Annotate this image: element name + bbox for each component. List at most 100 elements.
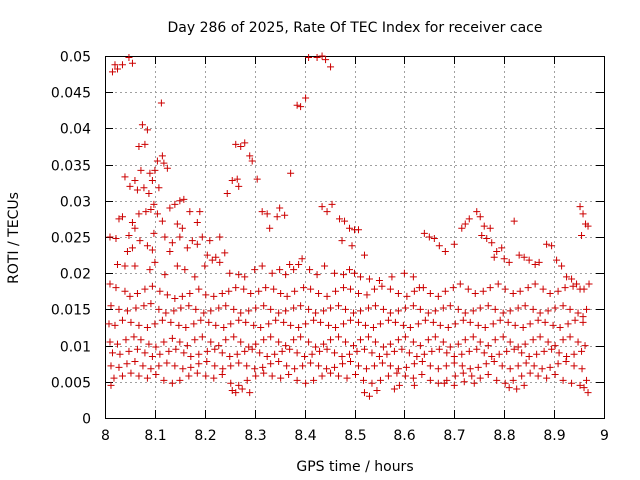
y-axis-label: ROTI / TECUs	[6, 192, 22, 284]
data-point	[506, 307, 514, 315]
data-point	[414, 320, 422, 328]
data-point	[510, 345, 518, 353]
data-point	[471, 289, 479, 297]
data-point	[168, 334, 176, 342]
data-point	[278, 347, 286, 355]
data-point	[323, 365, 331, 373]
data-point	[308, 350, 316, 358]
data-point	[135, 372, 143, 380]
data-point	[200, 309, 208, 317]
data-point	[140, 302, 148, 310]
data-point	[559, 376, 567, 384]
data-point	[576, 203, 584, 211]
data-point	[356, 336, 364, 344]
data-point	[536, 309, 544, 317]
data-point	[276, 266, 284, 274]
data-point	[501, 379, 509, 387]
data-point	[235, 381, 243, 389]
data-point	[221, 249, 229, 257]
data-point	[110, 374, 118, 382]
data-point	[298, 255, 306, 263]
data-point	[459, 316, 467, 324]
data-point	[202, 291, 210, 299]
data-point	[498, 362, 506, 370]
data-point	[293, 376, 301, 384]
data-point	[476, 374, 484, 382]
data-point	[490, 253, 498, 261]
data-point	[241, 273, 249, 281]
data-point	[529, 305, 537, 313]
data-point	[574, 309, 582, 317]
data-point	[535, 258, 543, 266]
data-point	[514, 304, 522, 312]
data-point	[491, 336, 499, 344]
data-point	[513, 385, 521, 393]
data-point	[171, 295, 179, 303]
data-point	[139, 362, 147, 370]
data-point	[534, 316, 542, 324]
data-point	[341, 217, 349, 225]
data-point	[307, 285, 315, 293]
data-point	[578, 347, 586, 355]
data-point	[354, 318, 362, 326]
data-point	[133, 186, 141, 194]
data-point	[354, 362, 362, 370]
data-point	[118, 372, 126, 380]
data-point	[410, 381, 418, 389]
data-point	[410, 287, 418, 295]
data-point	[359, 376, 367, 384]
data-point	[277, 374, 285, 382]
data-point	[461, 336, 469, 344]
data-point	[178, 224, 186, 232]
x-tick-label: 8	[101, 428, 110, 444]
data-point	[131, 177, 139, 185]
data-point	[510, 217, 518, 225]
data-point	[418, 371, 426, 379]
data-point	[168, 239, 176, 247]
data-point	[450, 359, 458, 367]
data-point	[142, 208, 150, 216]
data-point	[458, 362, 466, 370]
data-point	[579, 318, 587, 326]
data-point	[223, 190, 231, 198]
data-point	[176, 197, 184, 205]
data-point	[222, 302, 230, 310]
data-point	[400, 269, 408, 277]
data-point	[118, 316, 126, 324]
data-point	[282, 342, 290, 350]
data-point	[440, 379, 448, 387]
data-point	[483, 234, 491, 242]
data-point	[115, 363, 123, 371]
data-point	[520, 381, 528, 389]
data-point	[216, 258, 224, 266]
data-point	[386, 285, 394, 293]
data-point	[250, 321, 258, 329]
data-point	[409, 374, 417, 382]
data-point	[203, 251, 211, 259]
data-point	[346, 350, 354, 358]
data-point	[376, 320, 384, 328]
data-point	[188, 237, 196, 245]
data-point	[384, 316, 392, 324]
data-point	[365, 275, 373, 283]
data-point	[166, 204, 174, 212]
data-point	[272, 316, 280, 324]
data-point	[348, 242, 356, 250]
data-point	[576, 381, 584, 389]
data-point	[378, 359, 386, 367]
data-point	[151, 320, 159, 328]
data-point	[436, 321, 444, 329]
data-point	[148, 177, 156, 185]
data-point	[293, 101, 301, 109]
data-point	[193, 369, 201, 377]
data-point	[286, 261, 294, 269]
data-point	[456, 280, 464, 288]
data-point	[431, 307, 439, 315]
data-point	[106, 338, 114, 346]
data-point	[155, 305, 163, 313]
data-point	[220, 324, 228, 331]
data-point	[484, 302, 492, 310]
data-point	[409, 338, 417, 346]
data-point	[346, 266, 354, 274]
data-point	[450, 352, 458, 360]
